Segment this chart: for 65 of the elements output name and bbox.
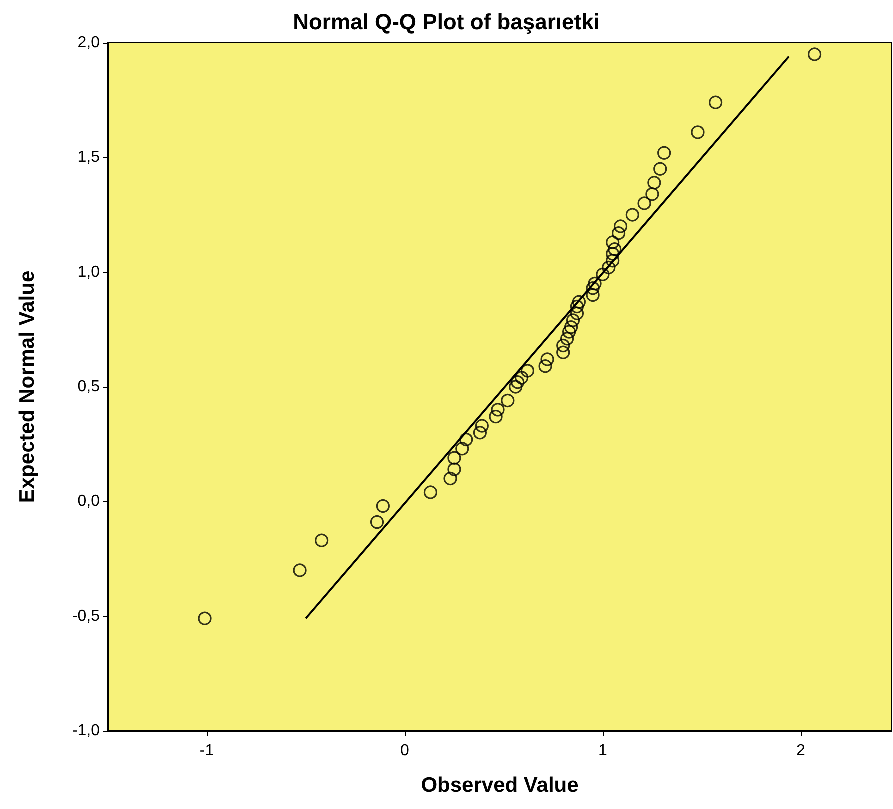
point bbox=[586, 288, 600, 302]
x-tick-label: 0 bbox=[400, 742, 410, 760]
point bbox=[514, 371, 529, 385]
y-tick-label: -0,5 bbox=[72, 608, 100, 625]
point bbox=[538, 360, 552, 374]
y-tick-label: -1,0 bbox=[72, 722, 100, 740]
point bbox=[376, 499, 390, 514]
point bbox=[491, 403, 505, 417]
point bbox=[626, 208, 640, 222]
point bbox=[596, 268, 610, 282]
point bbox=[448, 462, 462, 476]
x-tick-label: 2 bbox=[796, 742, 806, 760]
point bbox=[370, 516, 384, 530]
point bbox=[560, 332, 574, 346]
y-tick-label: 1,5 bbox=[78, 149, 100, 166]
y-tick-label: 0,0 bbox=[78, 493, 100, 510]
point bbox=[654, 162, 668, 176]
point bbox=[562, 325, 576, 339]
point bbox=[691, 126, 705, 140]
point bbox=[572, 295, 586, 309]
point bbox=[608, 242, 622, 256]
point bbox=[614, 220, 628, 234]
point bbox=[501, 394, 515, 408]
point bbox=[586, 282, 600, 296]
point bbox=[456, 442, 470, 456]
y-tick-label: 0,5 bbox=[78, 378, 100, 396]
point bbox=[606, 236, 620, 250]
point bbox=[606, 254, 620, 268]
point bbox=[588, 277, 602, 291]
point bbox=[646, 188, 660, 202]
point bbox=[648, 176, 662, 190]
point bbox=[448, 451, 462, 465]
point bbox=[424, 486, 438, 500]
point bbox=[475, 419, 489, 433]
point bbox=[511, 376, 525, 390]
point bbox=[570, 306, 584, 320]
point bbox=[473, 426, 487, 440]
point bbox=[606, 247, 620, 261]
point bbox=[612, 226, 626, 240]
point bbox=[602, 260, 616, 275]
point bbox=[638, 196, 652, 210]
point bbox=[489, 410, 503, 424]
point bbox=[444, 472, 458, 486]
chart-title: Normal Q-Q Plot of başarıetki bbox=[293, 10, 600, 34]
point bbox=[808, 48, 822, 62]
x-tick-label: -1 bbox=[200, 742, 214, 760]
y-tick-label: 1,0 bbox=[78, 264, 100, 281]
point bbox=[564, 320, 578, 334]
point bbox=[460, 432, 474, 447]
point bbox=[570, 300, 584, 314]
point bbox=[709, 96, 723, 110]
point bbox=[540, 352, 554, 366]
point bbox=[293, 564, 307, 578]
y-tick-label: 2,0 bbox=[78, 34, 100, 52]
point bbox=[315, 534, 329, 548]
y-axis-title: Expected Normal Value bbox=[16, 270, 39, 504]
point bbox=[658, 146, 672, 160]
x-axis-title: Observed Value bbox=[421, 774, 579, 797]
point bbox=[520, 364, 535, 378]
point bbox=[566, 314, 580, 328]
point bbox=[509, 380, 523, 394]
point bbox=[198, 612, 212, 626]
point bbox=[556, 346, 570, 360]
x-tick-label: 1 bbox=[598, 742, 608, 760]
point bbox=[556, 338, 570, 353]
